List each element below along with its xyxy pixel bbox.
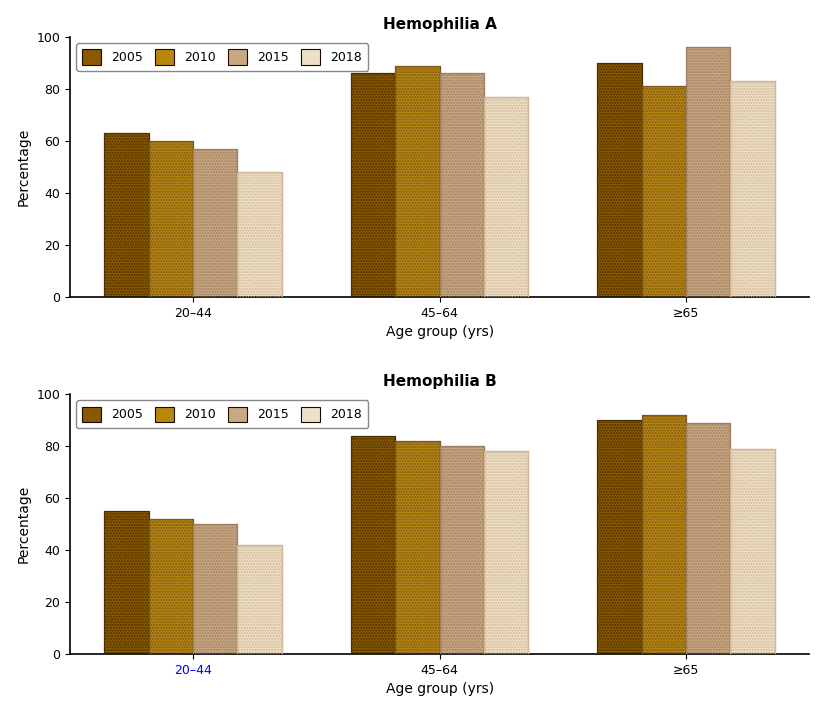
Bar [642,415,686,654]
Bar [149,141,193,297]
Bar [395,66,439,297]
Bar [730,81,775,297]
Title: Hemophilia A: Hemophilia A [382,16,496,31]
Bar [597,63,642,297]
Legend: 2005, 2010, 2015, 2018: 2005, 2010, 2015, 2018 [76,43,368,71]
Bar [193,149,237,297]
Bar [439,446,484,654]
Bar [395,66,439,297]
Bar [351,73,395,297]
Bar [730,448,775,654]
X-axis label: Age group (yrs): Age group (yrs) [386,682,494,697]
Bar [439,73,484,297]
Bar [439,446,484,654]
Bar [351,73,395,297]
Bar [193,524,237,654]
Bar [237,172,282,297]
Bar [484,451,529,654]
Legend: 2005, 2010, 2015, 2018: 2005, 2010, 2015, 2018 [76,401,368,429]
Bar [104,511,149,654]
Bar [351,436,395,654]
X-axis label: Age group (yrs): Age group (yrs) [386,325,494,339]
Bar [104,133,149,297]
Bar [104,133,149,297]
Bar [351,436,395,654]
Bar [597,63,642,297]
Bar [149,519,193,654]
Bar [686,47,730,297]
Bar [730,448,775,654]
Bar [193,149,237,297]
Bar [484,97,529,297]
Bar [104,511,149,654]
Bar [439,73,484,297]
Y-axis label: Percentage: Percentage [17,485,31,563]
Bar [237,545,282,654]
Bar [686,47,730,297]
Bar [395,441,439,654]
Y-axis label: Percentage: Percentage [17,128,31,206]
Bar [484,451,529,654]
Title: Hemophilia B: Hemophilia B [382,374,496,389]
Bar [237,172,282,297]
Bar [149,519,193,654]
Bar [149,141,193,297]
Bar [193,524,237,654]
Bar [642,415,686,654]
Bar [597,420,642,654]
Bar [484,97,529,297]
Bar [686,423,730,654]
Bar [395,441,439,654]
Bar [686,423,730,654]
Bar [237,545,282,654]
Bar [730,81,775,297]
Bar [642,86,686,297]
Bar [597,420,642,654]
Bar [642,86,686,297]
